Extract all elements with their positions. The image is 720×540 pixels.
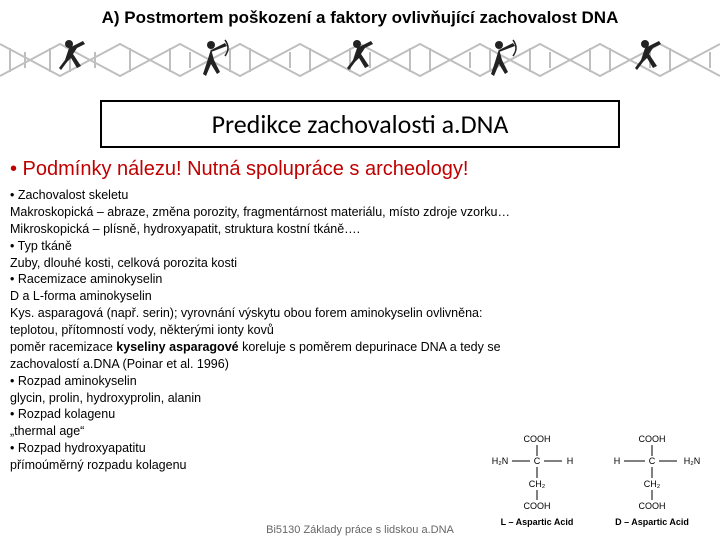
red-subheading: • Podmínky nálezu! Nutná spolupráce s ar…: [0, 158, 720, 187]
body-line: Zuby, dlouhé kosti, celková porozita kos…: [10, 255, 710, 272]
body-content: • Zachovalost skeletu Makroskopická – ab…: [0, 187, 720, 474]
figure-layer: [0, 34, 720, 86]
label-h2n: H₂N: [492, 456, 509, 466]
runner-icon: [55, 38, 89, 82]
body-line: • Zachovalost skeletu: [10, 187, 710, 204]
label-cooh: COOH: [639, 501, 666, 511]
body-line: D a L-forma aminokyselin: [10, 288, 710, 305]
bold-text: kyseliny asparagové: [116, 340, 238, 354]
label-c: C: [534, 456, 541, 466]
body-line: zachovalostí a.DNA (Poinar et al. 1996): [10, 356, 710, 373]
body-line: • Typ tkáně: [10, 238, 710, 255]
body-line: Mikroskopická – plísně, hydroxyapatit, s…: [10, 221, 710, 238]
slide-footer: Bi5130 Základy práce s lidskou a.DNA: [0, 524, 720, 536]
body-line: • Rozpad aminokyselin: [10, 373, 710, 390]
label-cooh: COOH: [524, 501, 551, 511]
runner-icon: [631, 38, 665, 82]
label-ch2: CH₂: [529, 479, 546, 489]
body-line: Makroskopická – abraze, změna porozity, …: [10, 204, 710, 221]
body-line: poměr racemizace kyseliny asparagové kor…: [10, 339, 710, 356]
label-cooh: COOH: [639, 434, 666, 444]
dna-banner: [0, 34, 720, 86]
label-cooh: COOH: [524, 434, 551, 444]
section-heading: A) Postmortem poškození a faktory ovlivň…: [0, 0, 720, 34]
label-h: H: [614, 456, 621, 466]
label-h: H: [567, 456, 574, 466]
archer-icon: [199, 38, 233, 82]
runner-icon: [343, 38, 377, 82]
text: poměr racemizace: [10, 340, 116, 354]
label-ch2: CH₂: [644, 479, 661, 489]
body-line: • Rozpad kolagenu: [10, 406, 710, 423]
body-line: Kys. asparagová (např. serin); vyrovnání…: [10, 305, 710, 322]
text: koreluje s poměrem depurinace DNA a tedy…: [239, 340, 501, 354]
slide-title: Predikce zachovalosti a.DNA: [100, 100, 620, 148]
label-c: C: [649, 456, 656, 466]
label-h2n: H₂N: [684, 456, 701, 466]
archer-icon: [487, 38, 521, 82]
body-line: teplotou, přítomností vody, některými io…: [10, 322, 710, 339]
body-line: glycin, prolin, hydroxyprolin, alanin: [10, 390, 710, 407]
aspartic-acid-structure: COOH H₂N C H CH₂ COOH L – Aspartic Acid …: [482, 432, 712, 530]
body-line: • Racemizace aminokyselin: [10, 271, 710, 288]
